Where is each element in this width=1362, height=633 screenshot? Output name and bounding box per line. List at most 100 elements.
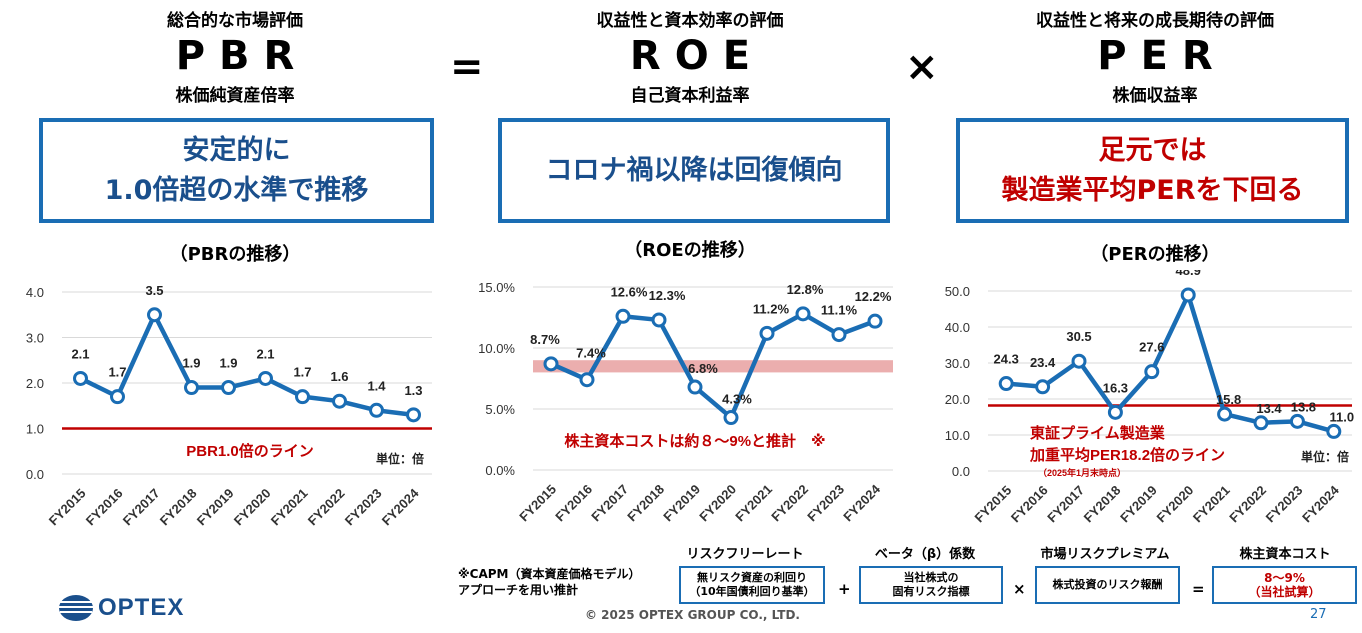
pbr-chart: 0.01.02.03.04.0FY2015FY2016FY2017FY2018F… (26, 283, 432, 529)
coe-box: 8～9% （当社試算） (1212, 566, 1357, 604)
data-label: 1.7 (108, 365, 126, 380)
data-label: 4.3% (722, 392, 752, 407)
optex-logo-icon (59, 595, 93, 621)
data-label: 1.9 (219, 356, 237, 371)
x-tick-label: FY2015 (972, 483, 1015, 526)
x-tick-label: FY2019 (194, 486, 237, 529)
data-point (1253, 415, 1269, 431)
rf-line1: 無リスク資産の利回り (697, 571, 807, 584)
beta-label: ベータ（β）係数 (874, 547, 976, 562)
x-tick-label: FY2022 (305, 486, 348, 529)
copyright: © 2025 OPTEX GROUP CO., LTD. (585, 608, 800, 622)
x-tick-label: FY2022 (1226, 483, 1269, 526)
data-label: 12.6% (611, 284, 648, 299)
x-tick-label: FY2018 (1081, 483, 1124, 526)
y-tick-label: 10.0 (945, 428, 970, 443)
data-label: 27.6 (1139, 340, 1164, 355)
roe-name: 自己資本利益率 (630, 86, 750, 106)
data-label: 24.3 (994, 352, 1019, 367)
x-tick-label: FY2021 (732, 482, 775, 525)
times-sign: × (905, 44, 939, 90)
per-chart: 0.010.020.030.040.050.0FY2015FY2016FY201… (945, 270, 1355, 526)
data-point (723, 410, 739, 426)
y-tick-label: 4.0 (26, 285, 44, 300)
data-point (258, 370, 273, 386)
data-point (1071, 353, 1087, 369)
pbr-chart-title: （PBRの推移） (169, 244, 301, 265)
pbr-unit-label: 単位：倍 (376, 451, 424, 466)
data-point (406, 407, 421, 423)
per-chart-title: （PERの推移） (1090, 244, 1220, 265)
x-tick-label: FY2016 (552, 482, 595, 525)
data-label: 8.7% (530, 332, 560, 347)
data-label: 1.7 (293, 365, 311, 380)
capm-note: ※CAPM（資本資産価格モデル） アプローチを用い推計 (458, 566, 641, 598)
data-label: 15.8 (1216, 392, 1241, 407)
data-label: 2.1 (256, 346, 274, 361)
data-point (1035, 379, 1051, 395)
per-acronym: PER (1097, 33, 1227, 79)
per-summary-line2: 製造業平均PERを下回る (1001, 174, 1304, 206)
data-label: 6.8% (688, 361, 718, 376)
data-point (687, 379, 703, 395)
data-label: 13.4 (1256, 401, 1282, 416)
x-tick-label: FY2023 (804, 482, 847, 525)
data-point (110, 389, 125, 405)
data-label: 13.8 (1291, 399, 1316, 414)
data-point (1326, 423, 1342, 439)
equals-sign: = (450, 44, 484, 90)
roe-band-label: 株主資本コストは約８～9%と推計 ※ (564, 432, 825, 450)
pbr-reference-label: PBR1.0倍のライン (186, 442, 314, 460)
pbr-summary-line2: 1.0倍超の水準で推移 (104, 174, 369, 206)
data-label: 7.4% (576, 346, 606, 361)
pbr-summary-line1: 安定的に (182, 134, 291, 166)
x-tick-label: FY2024 (840, 481, 883, 524)
x-tick-label: FY2022 (768, 482, 811, 525)
series-line (550, 311, 876, 420)
pbr-name: 株価純資産倍率 (175, 86, 295, 106)
beta-box: 当社株式の 固有リスク指標 (859, 566, 1003, 604)
data-point (579, 372, 595, 388)
y-tick-label: 0.0 (26, 467, 44, 482)
x-tick-label: FY2020 (696, 482, 739, 525)
beta-line2: 固有リスク指標 (892, 585, 970, 598)
y-tick-label: 0.0 (952, 464, 970, 479)
pbr-header: 総合的な市場評価 PBR 株価純資産倍率 (130, 6, 340, 106)
optex-logo-text: OPTEX (98, 594, 185, 621)
x-tick-label: FY2021 (268, 486, 311, 529)
data-point (1289, 413, 1305, 429)
coe-line1: 8～9% (1264, 571, 1305, 585)
data-label: 30.5 (1066, 329, 1091, 344)
per-summary-line1: 足元では (1098, 134, 1207, 166)
pbr-acronym: PBR (175, 33, 309, 79)
data-point (369, 402, 384, 418)
data-label: 12.8% (787, 282, 824, 297)
y-tick-label: 3.0 (26, 331, 44, 346)
x-tick-label: FY2023 (342, 486, 385, 529)
data-point (1144, 364, 1160, 380)
rf-line2: （10年国債利回り基準） (689, 585, 815, 598)
roe-summary-box: コロナ禍以降は回復傾向 (498, 118, 890, 223)
roe-subtitle: 収益性と資本効率の評価 (596, 11, 784, 31)
optex-logo: OPTEX (58, 594, 184, 622)
per-reference-label-1: 東証プライム製造業 (1030, 424, 1166, 442)
times-sign-small: × (1013, 580, 1026, 598)
data-label: 1.9 (182, 356, 200, 371)
data-label: 11.0 (1330, 409, 1355, 424)
x-tick-label: FY2015 (46, 486, 89, 529)
page-number: 27 (1310, 607, 1327, 622)
data-point (332, 393, 347, 409)
data-label: 1.6 (330, 369, 348, 384)
roe-header: 収益性と資本効率の評価 ROE 自己資本利益率 (555, 6, 825, 106)
per-name: 株価収益率 (1112, 86, 1198, 106)
y-tick-label: 20.0 (945, 392, 970, 407)
data-point (73, 370, 88, 386)
per-unit-label: 単位：倍 (1301, 449, 1349, 464)
mrp-line1: 株式投資のリスク報酬 (1052, 578, 1163, 591)
data-point (795, 306, 811, 322)
data-label: 23.4 (1030, 355, 1056, 370)
data-point (1180, 287, 1196, 303)
per-header: 収益性と将来の成長期待の評価 PER 株価収益率 (990, 6, 1320, 106)
y-tick-label: 40.0 (945, 320, 970, 335)
beta-line1: 当社株式の (903, 571, 959, 584)
